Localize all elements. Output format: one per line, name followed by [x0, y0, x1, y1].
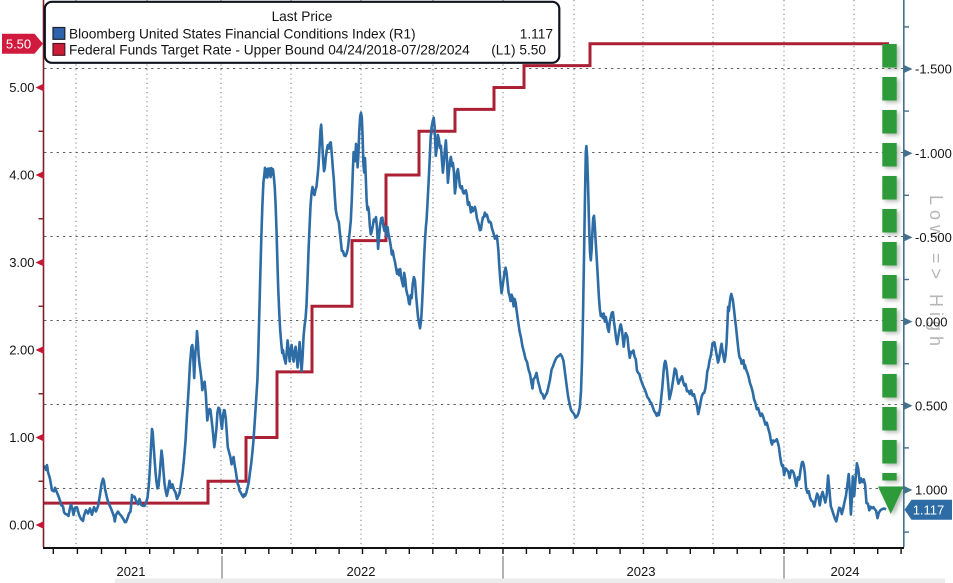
svg-text:(R1): (R1): [389, 27, 416, 42]
svg-text:1.00: 1.00: [9, 430, 34, 445]
svg-text:0.500: 0.500: [915, 399, 948, 414]
svg-text:2021: 2021: [117, 564, 146, 579]
svg-text:1.117: 1.117: [520, 27, 553, 42]
svg-text:2.00: 2.00: [9, 343, 34, 358]
svg-text:1.000: 1.000: [915, 483, 948, 498]
svg-text:2023: 2023: [627, 564, 656, 579]
svg-text:3.00: 3.00: [9, 255, 34, 270]
svg-text:-0.500: -0.500: [915, 230, 952, 245]
svg-text:1.117: 1.117: [913, 502, 945, 517]
svg-text:Federal Funds Target Rate - Up: Federal Funds Target Rate - Upper Bound …: [69, 43, 470, 58]
svg-text:2024: 2024: [831, 564, 860, 579]
svg-text:2022: 2022: [347, 564, 376, 579]
svg-text:5.50: 5.50: [6, 37, 31, 52]
svg-text:Last Price: Last Price: [272, 9, 333, 24]
svg-text:0.000: 0.000: [915, 314, 948, 329]
svg-text:-1.500: -1.500: [915, 62, 952, 77]
svg-text:5.00: 5.00: [9, 80, 34, 95]
svg-text:Bloomberg United States Financ: Bloomberg United States Financial Condit…: [69, 27, 386, 42]
svg-text:0.00: 0.00: [9, 518, 34, 533]
svg-text:Low => High: Low => High: [926, 195, 946, 351]
svg-text:-1.000: -1.000: [915, 146, 952, 161]
svg-text:(L1) 5.50: (L1) 5.50: [491, 43, 546, 58]
svg-text:4.00: 4.00: [9, 168, 34, 183]
